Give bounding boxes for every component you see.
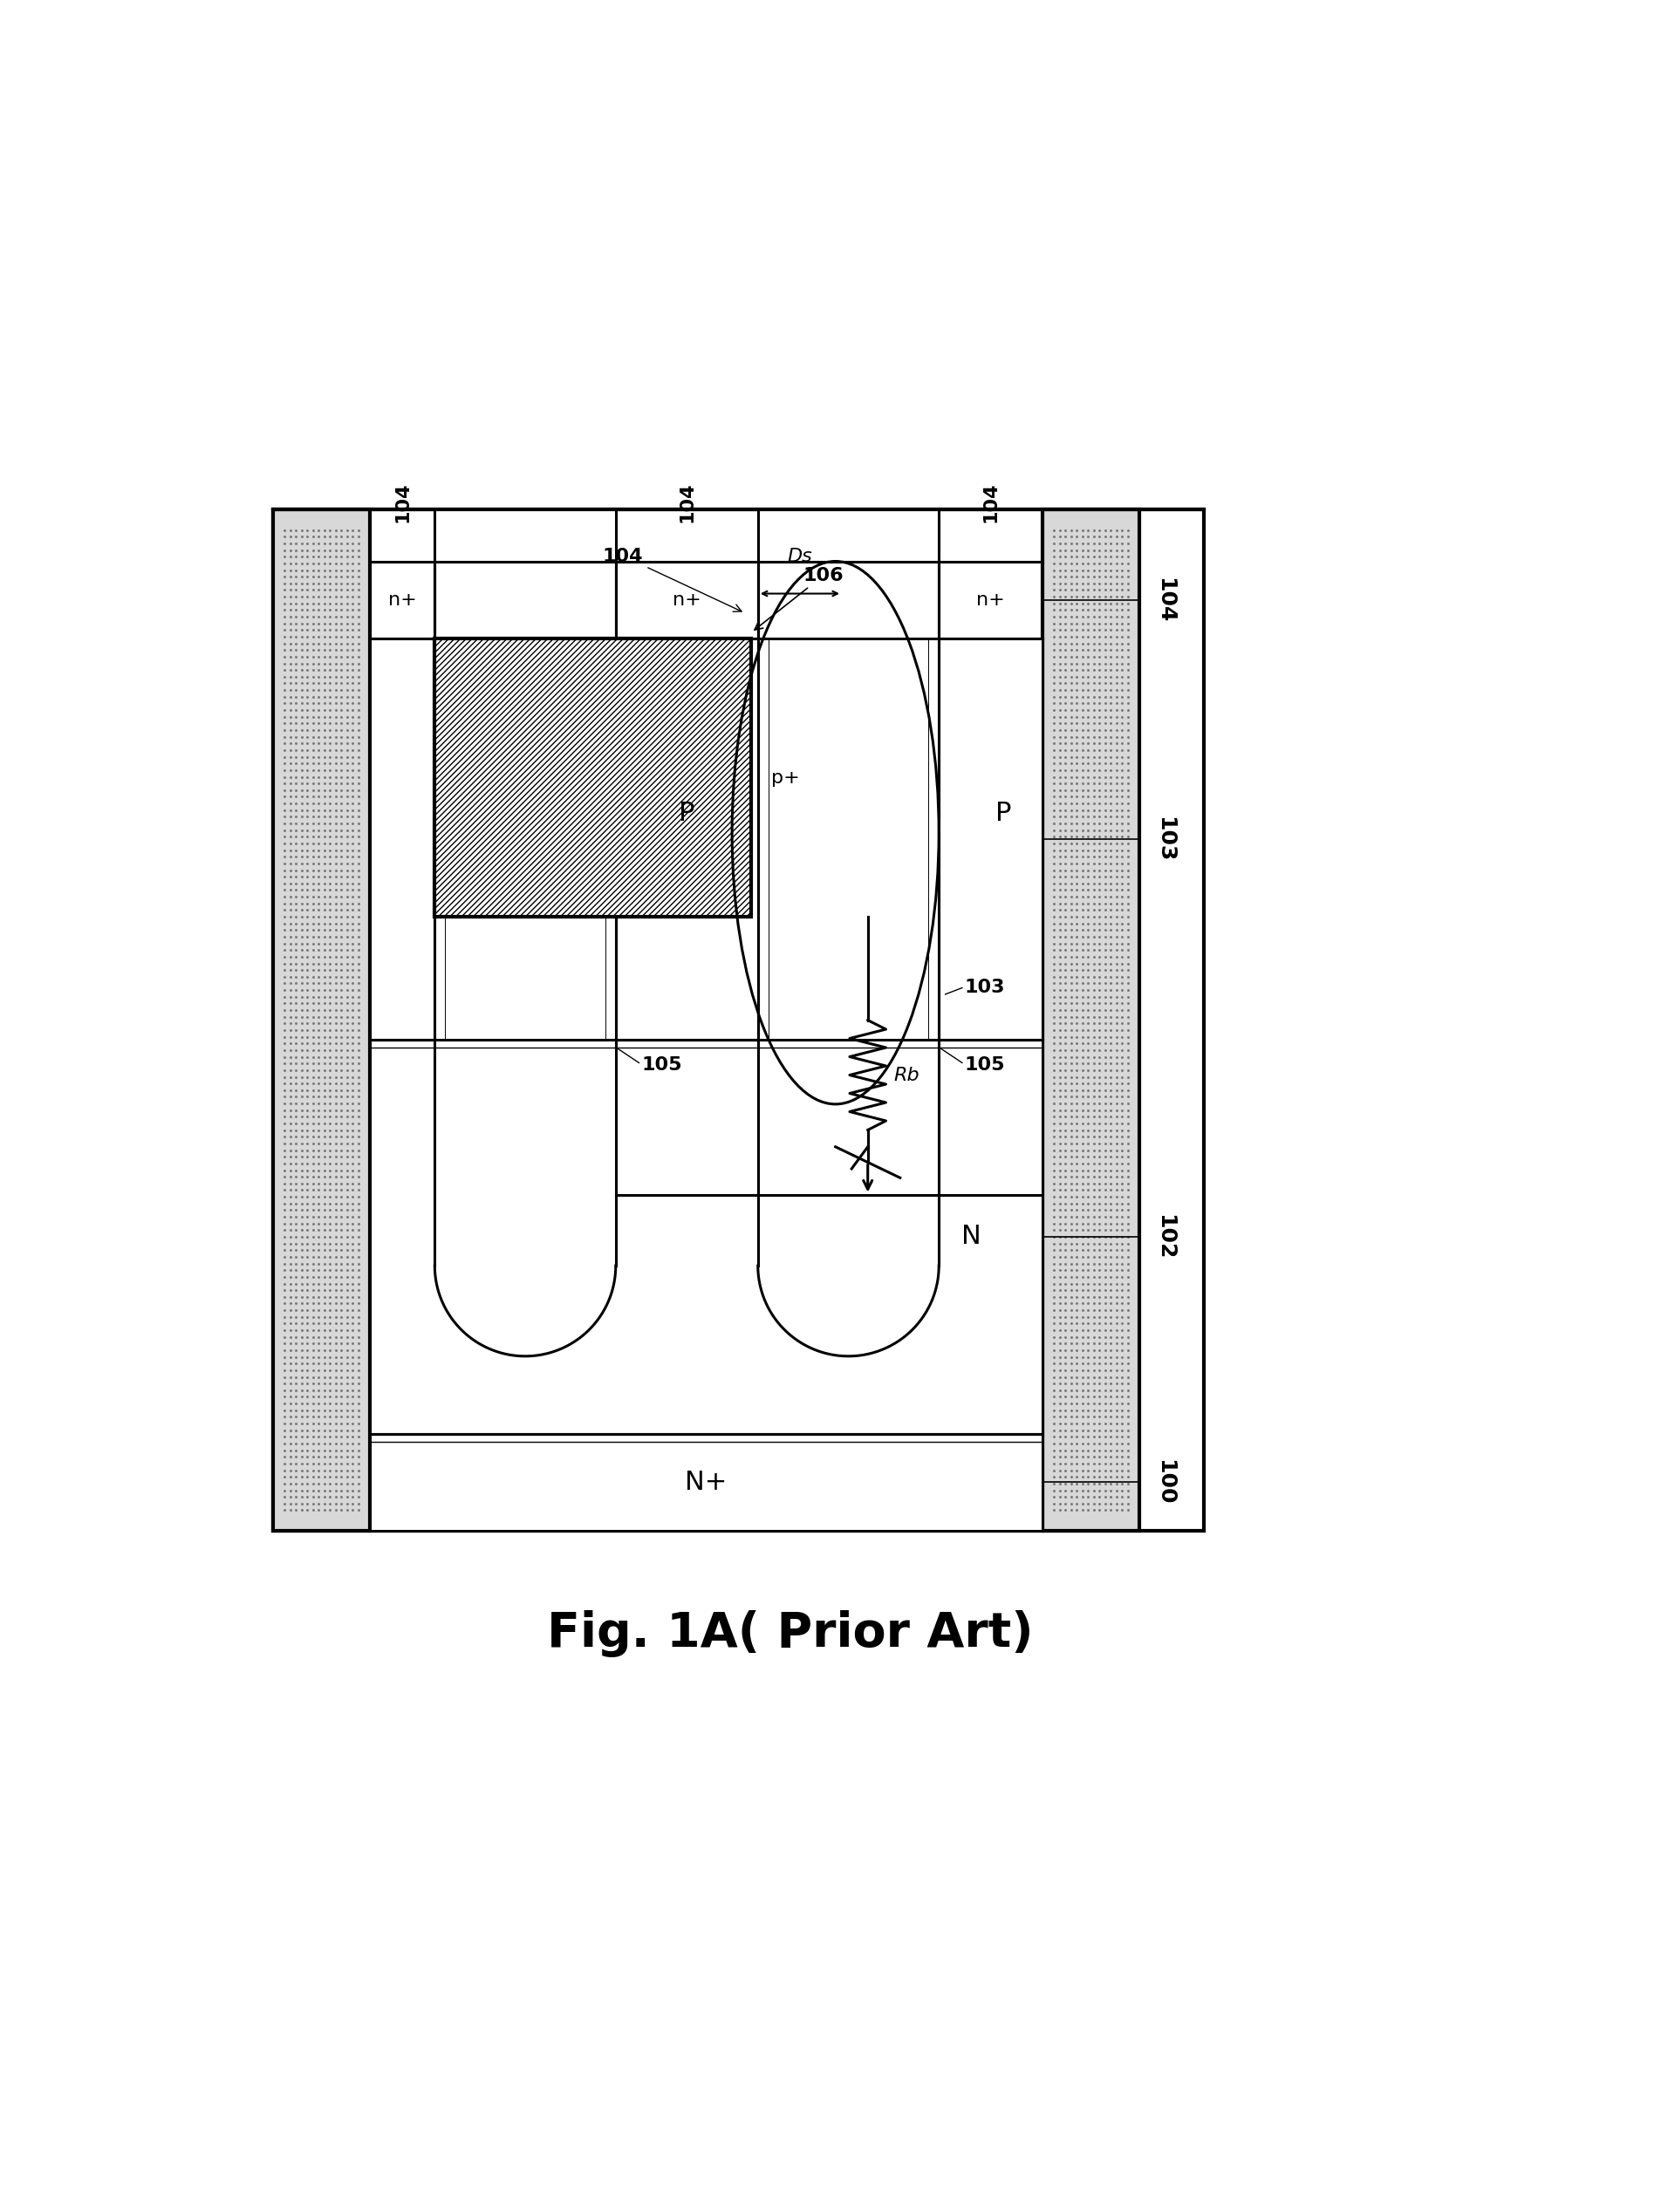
Text: 104: 104 <box>602 546 742 613</box>
Text: P: P <box>679 801 696 825</box>
Text: 100: 100 <box>1154 1460 1176 1504</box>
Text: 104: 104 <box>982 482 999 522</box>
Text: 103: 103 <box>1154 816 1176 863</box>
Text: 104: 104 <box>1154 577 1176 624</box>
Bar <box>435 639 751 916</box>
Bar <box>435 509 615 1265</box>
Text: 106: 106 <box>754 566 844 630</box>
Bar <box>274 509 370 1531</box>
Text: N: N <box>961 1223 981 1250</box>
Text: Fig. 1A( Prior Art): Fig. 1A( Prior Art) <box>547 1610 1034 1657</box>
Text: n+: n+ <box>976 591 1004 608</box>
Text: p+: p+ <box>771 770 799 787</box>
Text: 104: 104 <box>394 482 410 522</box>
Bar <box>370 1433 1042 1531</box>
Bar <box>1042 509 1139 1531</box>
Text: 105: 105 <box>964 1057 1006 1075</box>
Text: n+: n+ <box>389 591 417 608</box>
Text: N+: N+ <box>686 1469 727 1495</box>
Polygon shape <box>435 1265 615 1356</box>
Text: Ds: Ds <box>787 549 812 566</box>
Bar <box>274 509 1204 1531</box>
Bar <box>370 1040 1042 1433</box>
Bar <box>757 509 939 1265</box>
Text: 104: 104 <box>679 482 696 522</box>
Text: 102: 102 <box>1154 1214 1176 1259</box>
Text: n+: n+ <box>672 591 701 608</box>
Text: 105: 105 <box>642 1057 682 1075</box>
Polygon shape <box>757 1265 939 1356</box>
Text: 103: 103 <box>964 980 1006 998</box>
Text: P: P <box>996 801 1011 825</box>
Text: Rb: Rb <box>894 1066 919 1084</box>
Bar <box>370 639 1042 1040</box>
